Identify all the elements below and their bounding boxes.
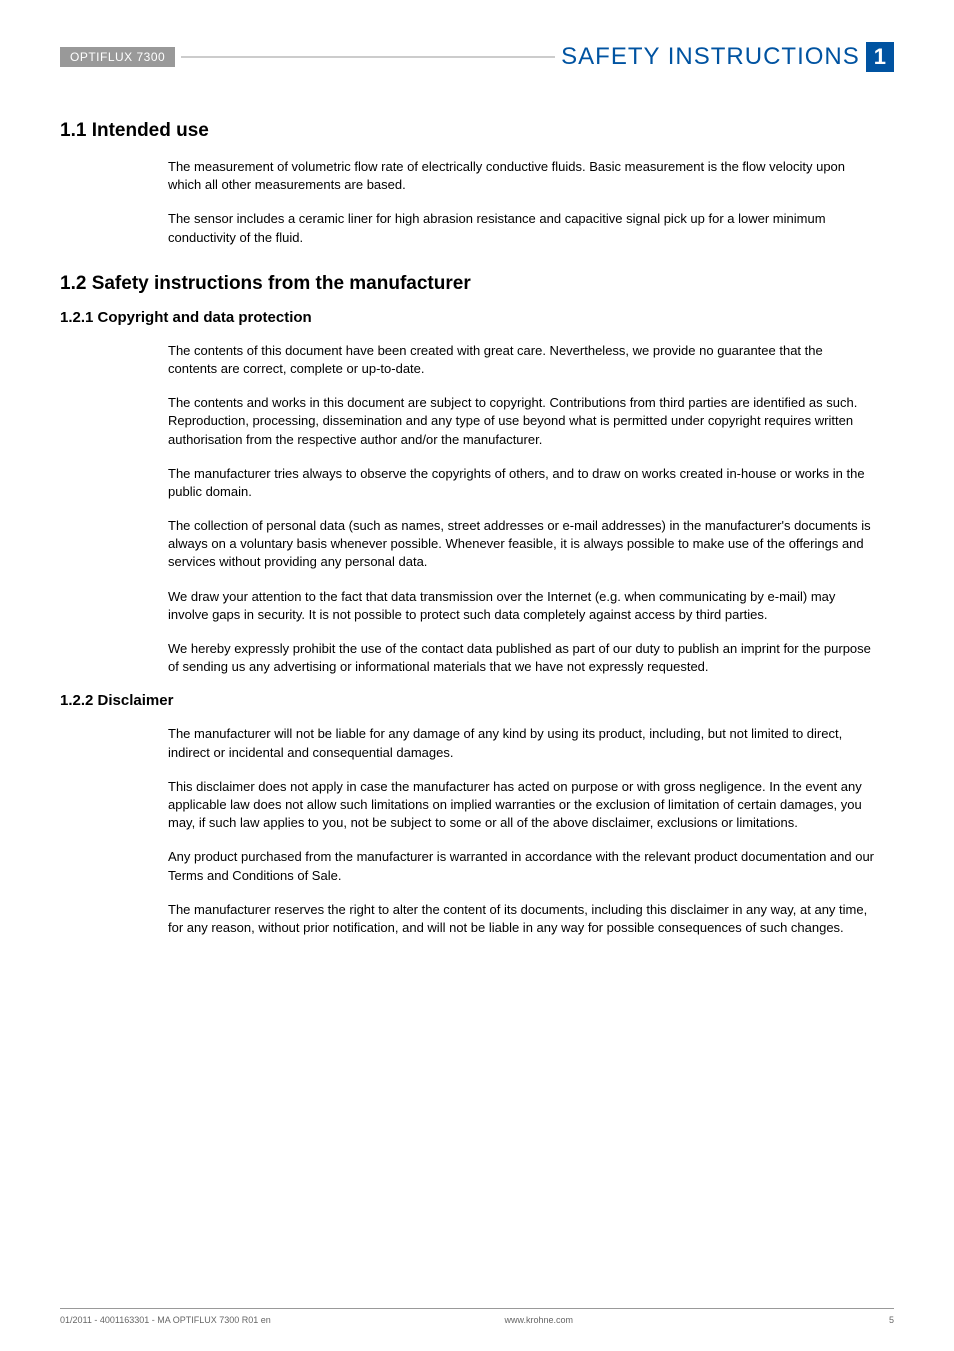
body-paragraph: This disclaimer does not apply in case t… [60,778,894,833]
product-tag: OPTIFLUX 7300 [60,47,175,67]
chapter-number: 1 [866,42,894,72]
body-paragraph: The collection of personal data (such as… [60,517,894,572]
heading-1-2-1: 1.2.1 Copyright and data protection [60,309,894,326]
body-paragraph: We hereby expressly prohibit the use of … [60,640,894,676]
body-paragraph: The manufacturer reserves the right to a… [60,901,894,937]
chapter-title: SAFETY INSTRUCTIONS [561,43,860,71]
section-intended-use: 1.1 Intended use The measurement of volu… [60,120,894,247]
body-paragraph: The sensor includes a ceramic liner for … [60,210,894,246]
page-container: OPTIFLUX 7300 SAFETY INSTRUCTIONS 1 1.1 … [0,0,954,937]
subsection-copyright: 1.2.1 Copyright and data protection The … [60,309,894,677]
header-divider-line [181,56,555,58]
subsection-disclaimer: 1.2.2 Disclaimer The manufacturer will n… [60,692,894,937]
heading-1-1: 1.1 Intended use [60,120,894,142]
page-footer: 01/2011 - 4001163301 - MA OPTIFLUX 7300 … [60,1308,894,1325]
body-paragraph: The contents and works in this document … [60,394,894,449]
heading-1-2-2: 1.2.2 Disclaimer [60,692,894,709]
body-paragraph: The manufacturer tries always to observe… [60,465,894,501]
body-paragraph: Any product purchased from the manufactu… [60,848,894,884]
body-paragraph: The measurement of volumetric flow rate … [60,158,894,194]
footer-page-number: 5 [889,1315,894,1325]
section-safety-instructions: 1.2 Safety instructions from the manufac… [60,273,894,937]
body-paragraph: We draw your attention to the fact that … [60,588,894,624]
footer-url: www.krohne.com [445,1315,890,1325]
body-paragraph: The manufacturer will not be liable for … [60,725,894,761]
body-paragraph: The contents of this document have been … [60,342,894,378]
footer-document-id: 01/2011 - 4001163301 - MA OPTIFLUX 7300 … [60,1315,445,1325]
heading-1-2: 1.2 Safety instructions from the manufac… [60,273,894,295]
page-header: OPTIFLUX 7300 SAFETY INSTRUCTIONS 1 [60,42,894,72]
